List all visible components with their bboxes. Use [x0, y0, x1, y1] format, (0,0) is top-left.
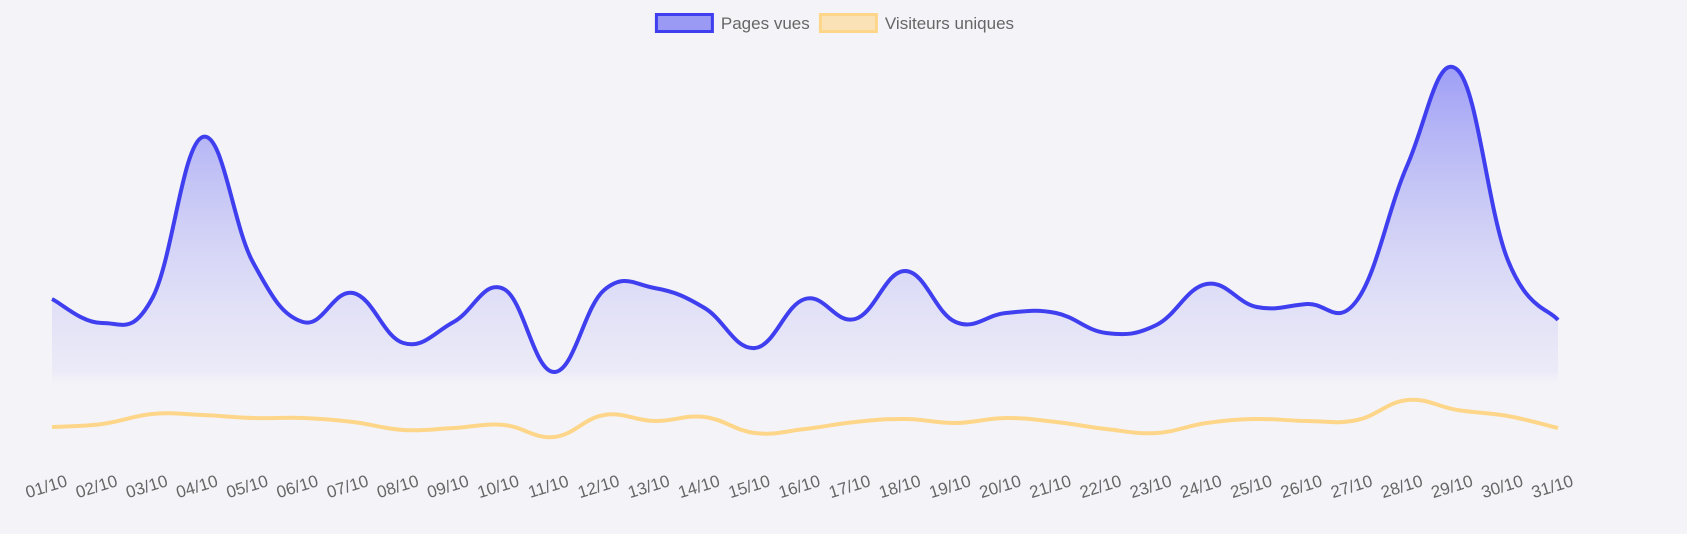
x-tick-label: 12/10	[575, 471, 621, 502]
legend-swatch	[818, 13, 878, 33]
x-tick-label: 18/10	[877, 471, 923, 502]
x-tick-label: 16/10	[776, 471, 822, 502]
x-tick-label: 06/10	[274, 471, 320, 502]
legend-label: Visiteurs uniques	[885, 14, 1014, 33]
x-tick-label: 24/10	[1178, 471, 1224, 502]
x-tick-label: 14/10	[676, 471, 722, 502]
x-tick-label: 01/10	[23, 471, 69, 502]
x-tick-label: 21/10	[1027, 471, 1073, 502]
x-tick-label: 09/10	[425, 471, 471, 502]
x-tick-label: 22/10	[1077, 471, 1123, 502]
x-tick-label: 29/10	[1429, 471, 1475, 502]
x-tick-label: 11/10	[526, 472, 571, 502]
x-tick-label: 05/10	[224, 471, 270, 502]
x-tick-label: 02/10	[73, 471, 119, 502]
x-tick-label: 04/10	[174, 471, 220, 502]
line	[51, 65, 1560, 375]
x-tick-label: 08/10	[375, 471, 421, 502]
x-tick-label: 30/10	[1479, 471, 1525, 502]
x-tick-label: 23/10	[1128, 471, 1174, 502]
x-tick-label: 17/10	[826, 471, 872, 502]
line	[51, 397, 1559, 440]
x-tick-label: 13/10	[626, 471, 672, 502]
x-tick-label: 19/10	[927, 471, 973, 502]
x-tick-label: 15/10	[726, 471, 772, 502]
x-tick-label: 07/10	[324, 471, 370, 502]
x-tick-label: 25/10	[1228, 471, 1274, 502]
x-tick-label: 10/10	[475, 471, 521, 502]
x-tick-label: 03/10	[124, 471, 170, 502]
x-tick-label: 26/10	[1278, 471, 1324, 502]
area	[52, 66, 1558, 389]
legend-label: Pages vues	[721, 14, 810, 33]
x-tick-label: 27/10	[1328, 471, 1374, 502]
x-tick-label: 31/10	[1529, 471, 1575, 502]
x-tick-label: 28/10	[1379, 471, 1425, 502]
legend-swatch	[654, 13, 714, 33]
x-tick-label: 20/10	[977, 471, 1023, 502]
